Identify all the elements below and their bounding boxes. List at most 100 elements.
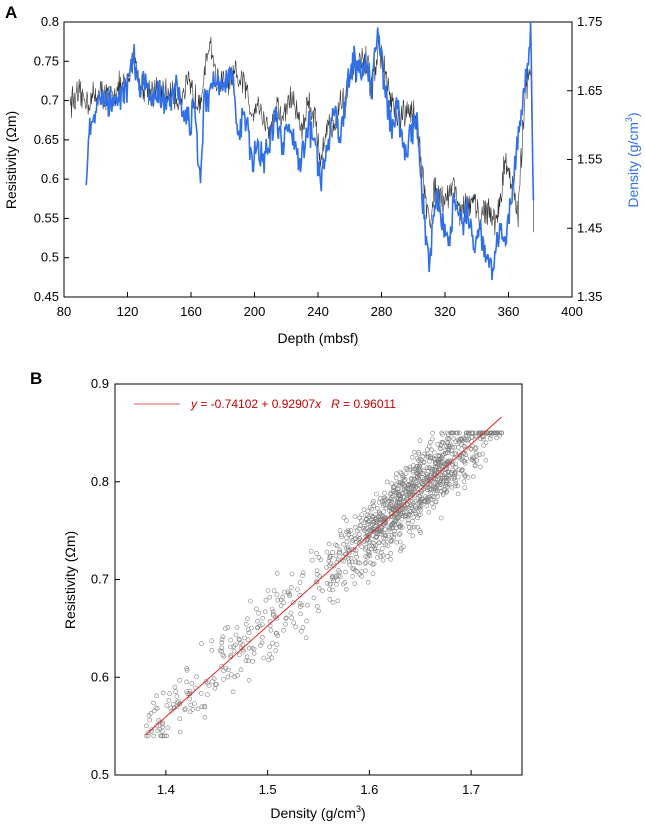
panel-b-legend: y = -0.74102 + 0.92907x R = 0.96011 [134, 397, 396, 411]
scatter-point [427, 478, 433, 484]
scatter-point [297, 580, 303, 585]
scatter-point [466, 430, 472, 436]
scatter-point [445, 481, 451, 486]
scatter-point [481, 443, 487, 448]
scatter-point [209, 638, 215, 644]
scatter-point [412, 524, 417, 530]
scatter-point [225, 674, 231, 680]
scatter-point [270, 611, 276, 617]
scatter-point [389, 494, 394, 500]
scatter-point [440, 452, 446, 458]
scatter-point [424, 472, 430, 478]
scatter-point [349, 540, 355, 545]
scatter-point [396, 512, 402, 518]
scatter-point [367, 505, 373, 510]
scatter-point [345, 528, 351, 533]
scatter-point [420, 478, 426, 484]
scatter-point [420, 475, 425, 481]
scatter-point [433, 491, 439, 496]
scatter-point [284, 615, 289, 621]
scatter-point [298, 629, 304, 634]
scatter-point [373, 534, 379, 540]
scatter-point [455, 430, 460, 436]
scatter-point [332, 542, 338, 548]
scatter-point [388, 491, 393, 497]
resistivity-series-line [70, 32, 534, 236]
scatter-point [377, 540, 382, 545]
scatter-point [261, 655, 267, 661]
scatter-point [309, 557, 315, 563]
scatter-point [376, 499, 382, 505]
scatter-point [427, 439, 433, 445]
panel-b-letter: B [30, 369, 42, 388]
scatter-point [199, 641, 204, 646]
scatter-point [231, 648, 237, 654]
scatter-point [271, 588, 277, 594]
scatter-point [414, 464, 420, 469]
panel-a-ytick-label: 0.8 [41, 14, 59, 29]
scatter-point [400, 490, 406, 496]
scatter-point [147, 717, 152, 723]
scatter-point [393, 512, 399, 517]
scatter-point [146, 730, 152, 735]
scatter-point [345, 544, 351, 550]
panel-a-ytick-label: 0.7 [41, 93, 59, 108]
scatter-point [401, 474, 407, 480]
scatter-point [417, 463, 423, 469]
panel-a-ytick-label: 0.45 [34, 289, 59, 304]
scatter-point [184, 666, 189, 671]
scatter-point [411, 463, 416, 468]
scatter-point [359, 512, 365, 518]
scatter-point [278, 597, 284, 603]
scatter-point [381, 535, 387, 541]
panel-a-ytick-label: 0.5 [41, 250, 59, 265]
scatter-point [160, 728, 165, 734]
scatter-point [228, 637, 233, 643]
scatter-point [339, 532, 344, 538]
legend-fit-equation: y = -0.74102 + 0.92907x R = 0.96011 [190, 397, 396, 411]
scatter-point [432, 469, 437, 475]
panel-b-xlabel: Density (g/cm3) [270, 804, 365, 821]
scatter-point [199, 704, 205, 710]
scatter-point [304, 618, 309, 624]
scatter-point [210, 679, 215, 684]
scatter-point [359, 573, 364, 579]
scatter-point [478, 430, 483, 436]
scatter-point [219, 640, 225, 646]
scatter-point [145, 733, 151, 739]
scatter-point [434, 485, 439, 491]
scatter-point [488, 433, 494, 438]
scatter-point [316, 608, 321, 614]
scatter-point [391, 535, 397, 540]
scatter-point [407, 467, 413, 473]
scatter-point [250, 645, 255, 651]
scatter-point [451, 476, 457, 481]
scatter-point [352, 514, 358, 519]
scatter-point [411, 514, 417, 520]
scatter-point [452, 471, 458, 476]
panel-b: B 1.4 1.5 1.6 1.7 0.5 0.6 0.7 0.8 0.9 y = -0.741… [30, 369, 523, 821]
scatter-point [450, 430, 456, 436]
scatter-point [223, 626, 228, 631]
scatter-point [362, 528, 367, 534]
scatter-point [455, 483, 461, 489]
scatter-point [255, 618, 260, 624]
scatter-point [446, 476, 451, 482]
panel-a-xtick-label: 200 [244, 304, 266, 319]
scatter-point [362, 561, 368, 566]
panel-a: A 80 120 160 200 240 280 320 360 400 0.45 0.5 0.55 0… [3, 3, 641, 346]
scatter-point [230, 689, 236, 695]
scatter-point [438, 443, 444, 448]
scatter-point [441, 451, 446, 457]
scatter-point [363, 560, 369, 565]
panel-b-xlabel-main: Density (g/cm [270, 805, 356, 821]
scatter-point [364, 512, 370, 518]
panel-b-ytick-label: 0.5 [91, 767, 109, 782]
scatter-point [160, 690, 166, 696]
scatter-point [347, 562, 353, 567]
scatter-point [410, 481, 416, 486]
scatter-point [449, 459, 454, 465]
scatter-point [438, 482, 444, 488]
scatter-point [474, 453, 480, 458]
